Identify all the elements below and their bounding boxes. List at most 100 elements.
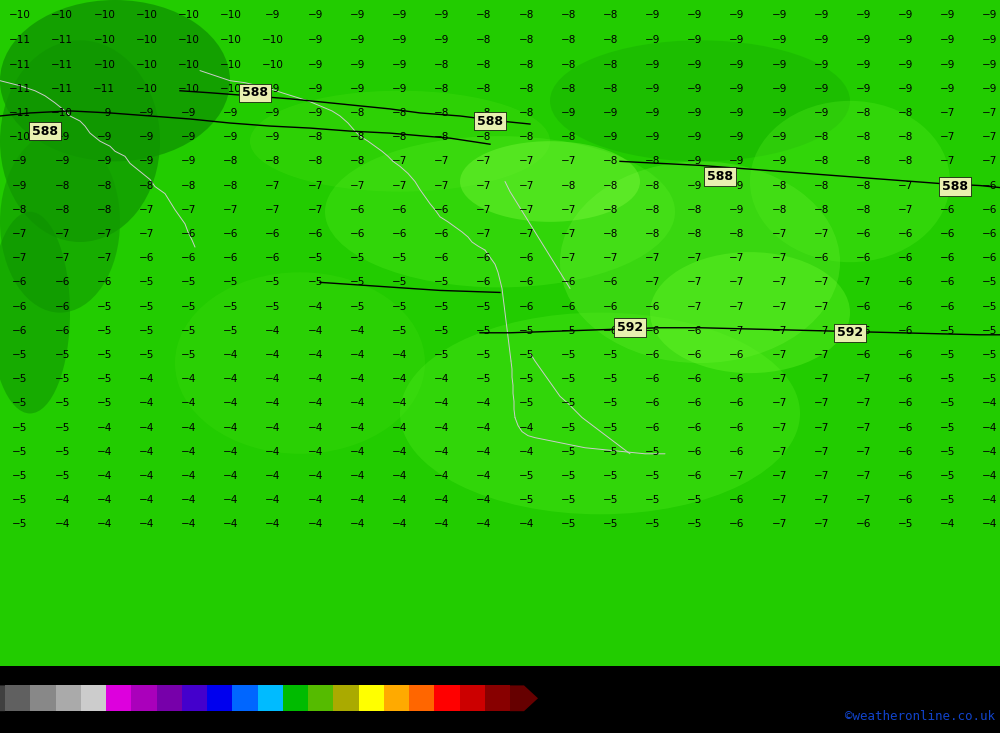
- Text: −8: −8: [181, 180, 196, 191]
- Text: −8: −8: [223, 156, 239, 166]
- Text: We 05-06-2024 18:00 UTC (06+36): We 05-06-2024 18:00 UTC (06+36): [697, 668, 995, 684]
- Text: −9: −9: [940, 10, 956, 20]
- Ellipse shape: [175, 272, 425, 454]
- Text: −6: −6: [856, 301, 871, 312]
- Text: −5: −5: [434, 350, 449, 360]
- Ellipse shape: [0, 131, 120, 312]
- Text: −5: −5: [518, 350, 534, 360]
- Text: −10: −10: [51, 108, 73, 118]
- Ellipse shape: [560, 161, 840, 363]
- Text: −5: −5: [982, 277, 998, 287]
- Text: −5: −5: [940, 496, 956, 505]
- Text: −8: −8: [518, 10, 534, 20]
- Text: −5: −5: [392, 301, 407, 312]
- Text: −7: −7: [729, 471, 745, 481]
- Text: −6: −6: [350, 205, 365, 215]
- Text: −4: −4: [181, 398, 196, 408]
- Text: −5: −5: [940, 374, 956, 384]
- Text: −5: −5: [645, 471, 660, 481]
- Bar: [5, 685, 30, 711]
- Text: −7: −7: [940, 156, 956, 166]
- Bar: [106, 685, 131, 711]
- Ellipse shape: [650, 252, 850, 373]
- Text: −7: −7: [771, 398, 787, 408]
- Text: −8: −8: [814, 132, 829, 142]
- Bar: [460, 685, 485, 711]
- Text: −8: −8: [603, 35, 618, 45]
- Text: −5: −5: [97, 301, 112, 312]
- Text: −5: −5: [350, 277, 365, 287]
- Text: −5: −5: [940, 325, 956, 336]
- Text: −9: −9: [434, 10, 449, 20]
- Text: −4: −4: [476, 422, 492, 432]
- Text: −9: −9: [308, 108, 323, 118]
- Text: −7: −7: [814, 301, 829, 312]
- Text: −6: −6: [12, 277, 28, 287]
- Text: −6: −6: [898, 301, 913, 312]
- Text: −8: −8: [814, 156, 829, 166]
- Text: −5: −5: [350, 301, 365, 312]
- Text: −8: −8: [308, 156, 323, 166]
- Text: −11: −11: [51, 84, 73, 94]
- Text: −5: −5: [392, 253, 407, 263]
- Text: −10: −10: [136, 84, 157, 94]
- Text: −8: −8: [814, 180, 829, 191]
- Text: −5: −5: [350, 253, 365, 263]
- Text: −7: −7: [97, 253, 112, 263]
- Text: 6: 6: [283, 713, 288, 723]
- Text: −6: −6: [476, 253, 492, 263]
- Text: −5: −5: [687, 496, 702, 505]
- Text: −9: −9: [729, 84, 745, 94]
- Text: -48: -48: [24, 713, 42, 723]
- Text: −9: −9: [982, 35, 998, 45]
- Text: −7: −7: [476, 229, 492, 239]
- Text: −9: −9: [308, 84, 323, 94]
- Text: −7: −7: [729, 277, 745, 287]
- Text: −9: −9: [392, 59, 407, 70]
- Text: −7: −7: [814, 229, 829, 239]
- Text: −9: −9: [771, 59, 787, 70]
- Text: 30: 30: [392, 713, 404, 723]
- Text: −8: −8: [856, 180, 871, 191]
- Text: −8: −8: [898, 108, 913, 118]
- Text: −9: −9: [687, 156, 702, 166]
- Text: −6: −6: [898, 496, 913, 505]
- Text: −5: −5: [12, 471, 28, 481]
- Text: −4: −4: [139, 520, 154, 529]
- Text: −9: −9: [729, 180, 745, 191]
- Text: −6: −6: [645, 350, 660, 360]
- Text: −10: −10: [178, 35, 200, 45]
- Text: −6: −6: [982, 205, 998, 215]
- Text: −4: −4: [350, 447, 365, 457]
- Text: −6: −6: [729, 422, 745, 432]
- Text: −6: −6: [898, 374, 913, 384]
- Text: −5: −5: [181, 350, 196, 360]
- Text: −11: −11: [51, 35, 73, 45]
- Text: −4: −4: [139, 447, 154, 457]
- Text: −4: −4: [392, 422, 407, 432]
- Text: −6: −6: [814, 253, 829, 263]
- Text: −9: −9: [54, 156, 70, 166]
- Text: −8: −8: [603, 156, 618, 166]
- Text: −5: −5: [54, 447, 70, 457]
- Text: −4: −4: [982, 447, 998, 457]
- Text: −5: −5: [12, 520, 28, 529]
- Text: −6: −6: [729, 350, 745, 360]
- Text: −8: −8: [476, 35, 492, 45]
- Text: −8: −8: [308, 132, 323, 142]
- Text: −7: −7: [392, 180, 407, 191]
- Text: −10: −10: [51, 10, 73, 20]
- Text: −9: −9: [982, 59, 998, 70]
- Text: −9: −9: [814, 108, 829, 118]
- Text: −8: −8: [771, 205, 787, 215]
- Text: −4: −4: [223, 350, 239, 360]
- Text: −9: −9: [771, 108, 787, 118]
- Text: −7: −7: [645, 277, 660, 287]
- Text: −4: −4: [265, 325, 281, 336]
- Text: −10: −10: [262, 35, 284, 45]
- Ellipse shape: [325, 136, 675, 287]
- Text: −4: −4: [181, 422, 196, 432]
- Bar: [308, 685, 333, 711]
- Text: -54: -54: [0, 713, 14, 723]
- Bar: [156, 685, 182, 711]
